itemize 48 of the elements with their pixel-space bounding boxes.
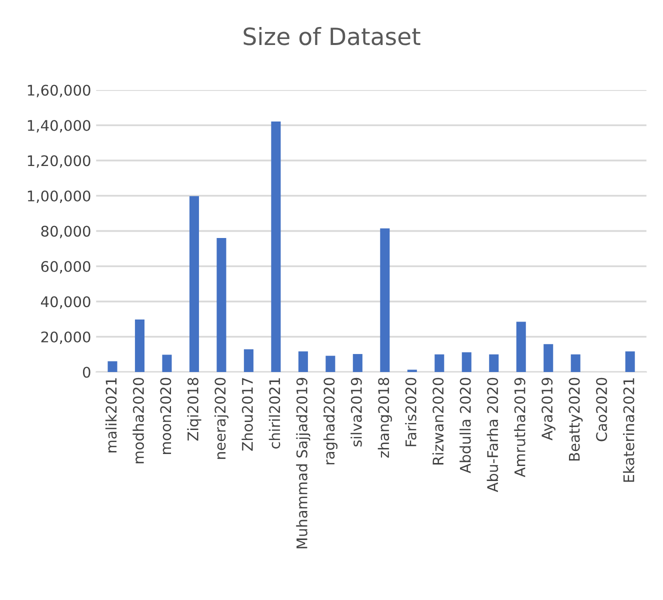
x-tick-label: Abu-Farha 2020 [486,378,498,492]
bar [134,319,144,372]
x-tick-label: chiril2021 [268,378,280,449]
x-tick-label: moon2020 [160,378,172,454]
bar [516,322,526,372]
x-tick-label: Aya2019 [542,378,556,440]
x-tick-label: Ziqi2018 [187,378,202,441]
y-tick-label: 20,000 [41,331,90,344]
y-tick-label: 80,000 [41,226,90,238]
y-tick-label: 0 [82,366,90,378]
y-tick-label: 1,20,000 [28,155,90,168]
x-tick-label: modha2020 [132,378,144,464]
bar [352,354,362,372]
x-tick-label: Ekaterina2021 [623,378,634,482]
y-tick-label: 40,000 [40,296,90,309]
x-tick-label: Faris2020 [405,378,416,446]
x-tick-label: Muhammad Sajjad2019 [296,378,310,548]
y-tick-label: 1,40,000 [28,120,90,132]
x-tick-label: malik2021 [105,378,117,452]
bar [434,354,444,372]
bar [298,351,308,372]
bar [108,361,118,372]
bar [489,354,499,372]
bar [216,238,226,372]
bar [380,228,390,372]
x-tick-label: zhang2018 [378,378,392,458]
x-tick-label: Beatty2020 [568,378,583,461]
bar [326,356,336,372]
bar [570,354,580,372]
x-tick-label: raghad2020 [323,378,338,464]
x-tick-label: Zhou2017 [242,378,253,451]
x-tick-label: Cao2020 [596,378,608,442]
y-tick-label: 60,000 [41,260,90,274]
x-tick-label: Abdulla 2020 [460,378,471,474]
bar [189,196,199,372]
bar [625,351,635,372]
bar [462,352,472,372]
chart-title: Size of Dataset [244,27,420,46]
x-tick-label: Amrutha2019 [514,378,526,478]
bar [271,122,281,372]
y-tick-label: 1,00,000 [28,190,90,203]
bar [244,349,254,372]
x-tick-label: silva2019 [350,378,362,446]
x-tick-label: Rizwan2020 [432,378,444,464]
bar [544,344,554,372]
x-tick-label: neeraj2020 [214,378,229,459]
y-tick-label: 1,60,000 [28,84,90,98]
bar [162,354,172,372]
